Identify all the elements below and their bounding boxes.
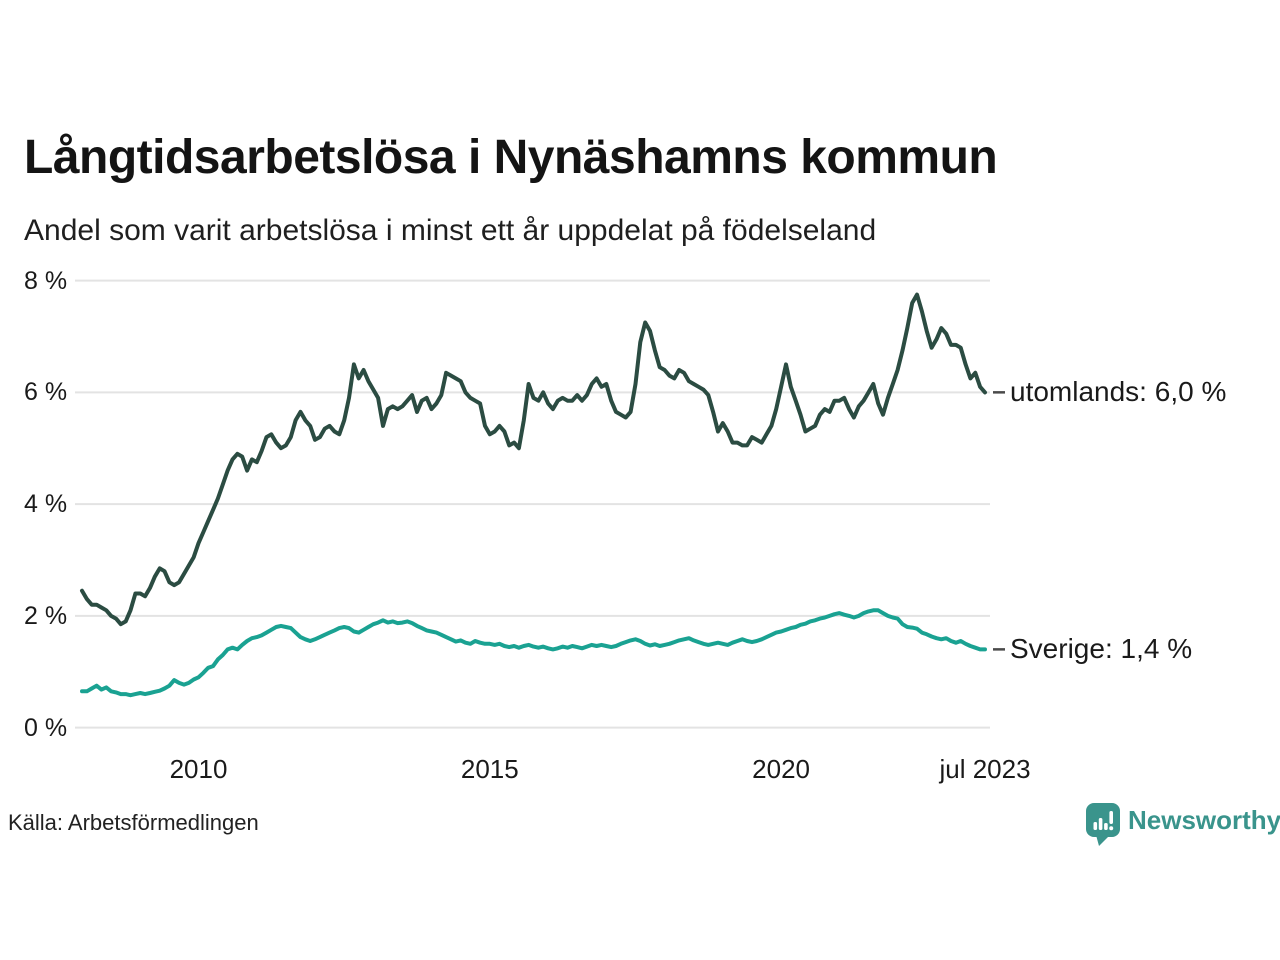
- x-axis-label: 2010: [169, 754, 228, 784]
- chart-title: Långtidsarbetslösa i Nynäshamns kommun: [24, 131, 998, 184]
- y-axis-label: 0 %: [24, 713, 68, 742]
- y-axis-label: 8 %: [24, 266, 68, 295]
- newsworthy-brand: Newsworthy: [1086, 803, 1280, 847]
- newsworthy-logo-icon: [1086, 803, 1120, 846]
- chart-subtitle: Andel som varit arbetslösa i minst ett å…: [24, 214, 877, 247]
- y-axis-label: 6 %: [24, 378, 68, 407]
- y-axis-label: 2 %: [24, 601, 68, 630]
- series-line-utomlands: [80, 292, 987, 627]
- series-line-sverige: [80, 608, 987, 698]
- x-axis-label: jul 2023: [939, 754, 1031, 784]
- source-credit: Källa: Arbetsförmedlingen: [8, 810, 259, 835]
- y-axis-label: 4 %: [24, 490, 68, 519]
- x-axis-label: 2020: [752, 754, 811, 784]
- series-end-label-sverige: Sverige: 1,4 %: [1010, 633, 1193, 665]
- x-axis-label: 2015: [460, 754, 519, 784]
- series-end-label-utomlands: utomlands: 6,0 %: [1010, 376, 1227, 408]
- newsworthy-brand-name: Newsworthy: [1128, 805, 1280, 835]
